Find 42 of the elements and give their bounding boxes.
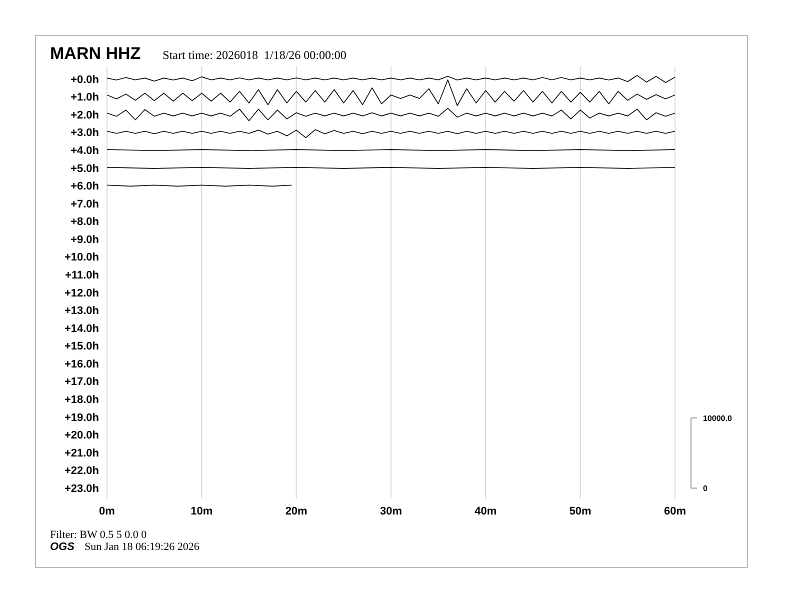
y-tick-label: +0.0h <box>70 74 100 86</box>
chart-subtitle: Start time: 2026018 1/18/26 00:00:00 <box>162 48 346 63</box>
x-tick-label: 0m <box>99 506 116 518</box>
y-tick-label: +7.0h <box>70 198 100 210</box>
y-tick-label: +3.0h <box>70 127 100 140</box>
line-series <box>107 79 675 106</box>
y-tick-label: +13.0h <box>64 305 100 318</box>
y-tick-label: +9.0h <box>70 234 100 246</box>
y2-tick-label: 0 <box>703 484 708 494</box>
y-tick-label: +14.0h <box>64 322 100 335</box>
y-tick-label: +18.0h <box>64 394 100 406</box>
x-tick-label: 40m <box>474 506 497 518</box>
x-tick-label: 60m <box>664 506 686 518</box>
chart-title: MARN HHZ <box>50 44 141 64</box>
y2-tick-label: 10000.0 <box>703 414 732 423</box>
y-tick-label: +22.0h <box>64 465 100 478</box>
y-tick-label: +12.0h <box>64 287 100 300</box>
y-tick-label: +10.0h <box>64 252 100 264</box>
y-tick-label: +19.0h <box>64 412 100 424</box>
x-tick-label: 30m <box>380 506 402 518</box>
y-tick-label: +16.0h <box>64 358 100 370</box>
y-tick-label: +6.0h <box>70 180 100 193</box>
y-tick-label: +23.0h <box>64 482 100 495</box>
x-tick-label: 10m <box>190 506 213 518</box>
y-tick-label: +11.0h <box>65 270 100 282</box>
text: OGS <box>50 541 74 553</box>
y-tick-label: +5.0h <box>70 162 100 175</box>
line-series <box>107 74 675 83</box>
y-tick-label: +20.0h <box>64 430 100 442</box>
y-tick-label: +4.0h <box>70 145 100 157</box>
x-tick-label: 20m <box>285 506 308 518</box>
text: Filter: BW 0.5 5 0.0 0 <box>50 529 148 541</box>
y-tick-label: +15.0h <box>64 340 100 353</box>
line-series <box>107 129 675 138</box>
y-tick-label: +8.0h <box>70 216 100 228</box>
y-tick-label: +2.0h <box>70 109 100 122</box>
x-tick-label: 50m <box>569 506 592 518</box>
line-series <box>107 108 675 122</box>
y-tick-label: +17.0h <box>64 376 100 388</box>
text: Sun Jan 18 06:19:26 2026 <box>84 541 200 553</box>
y-tick-label: +1.0h <box>70 92 100 104</box>
y-tick-label: +21.0h <box>64 447 100 460</box>
